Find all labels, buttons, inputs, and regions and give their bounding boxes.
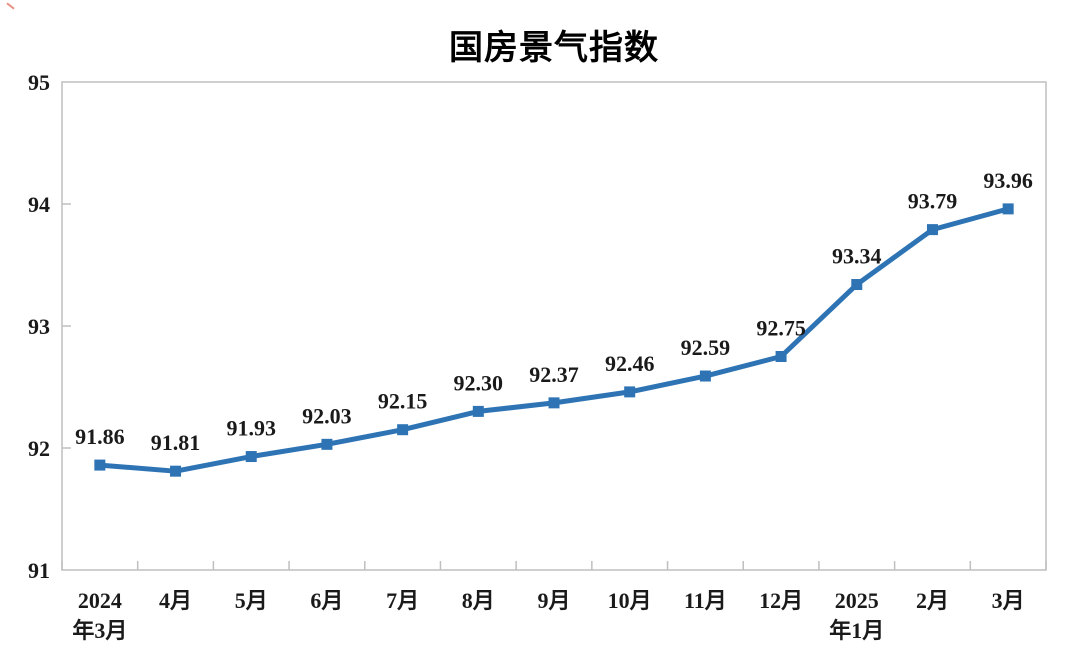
- data-marker: [472, 405, 484, 417]
- data-point-label: 93.96: [983, 168, 1033, 193]
- data-marker: [926, 224, 938, 236]
- y-axis-label: 91: [28, 558, 50, 583]
- x-axis-label: 3月: [992, 588, 1025, 613]
- x-axis-label: 年3月: [72, 618, 127, 643]
- data-point-label: 93.79: [908, 189, 958, 214]
- x-axis-label: 2024: [78, 588, 122, 613]
- x-axis-label: 9月: [537, 588, 570, 613]
- x-axis-label: 2025: [835, 588, 879, 613]
- plot-border: [61, 81, 1047, 571]
- data-point-label: 92.37: [529, 362, 579, 387]
- data-point-label: 92.75: [756, 316, 806, 341]
- x-axis-label: 2月: [916, 588, 949, 613]
- x-axis-label: 5月: [235, 588, 268, 613]
- data-marker: [245, 451, 257, 463]
- y-axis-label: 95: [28, 70, 50, 95]
- data-point-label: 92.46: [605, 351, 655, 376]
- x-axis-label: 4月: [159, 588, 192, 613]
- data-point-label: 91.86: [75, 424, 125, 449]
- data-marker: [321, 438, 333, 450]
- x-axis-label: 6月: [310, 588, 343, 613]
- data-marker: [170, 465, 182, 477]
- data-point-label: 91.81: [151, 430, 201, 455]
- data-point-label: 92.15: [378, 389, 428, 414]
- chart-title: 国房景气指数: [449, 29, 659, 67]
- y-axis-label: 93: [28, 314, 50, 339]
- data-point-label: 93.34: [832, 244, 882, 269]
- x-axis-label: 10月: [608, 588, 652, 613]
- data-marker: [851, 279, 863, 291]
- x-axis-label: 12月: [759, 588, 803, 613]
- y-axis-label: 92: [28, 436, 50, 461]
- data-point-label: 91.93: [226, 416, 276, 441]
- x-axis-label: 11月: [684, 588, 727, 613]
- data-point-label: 92.59: [681, 335, 731, 360]
- data-point-label: 92.03: [302, 403, 352, 428]
- data-marker: [624, 386, 636, 398]
- data-marker: [775, 351, 787, 362]
- y-axis-label: 94: [28, 192, 50, 217]
- data-marker: [699, 370, 711, 382]
- x-axis-label: 8月: [462, 588, 495, 613]
- x-axis-label: 年1月: [829, 618, 884, 643]
- data-point-label: 92.30: [454, 370, 504, 395]
- data-marker: [1002, 203, 1014, 215]
- data-marker: [94, 459, 106, 471]
- data-marker: [548, 397, 560, 409]
- data-marker: [397, 424, 409, 436]
- x-axis-label: 7月: [386, 588, 419, 613]
